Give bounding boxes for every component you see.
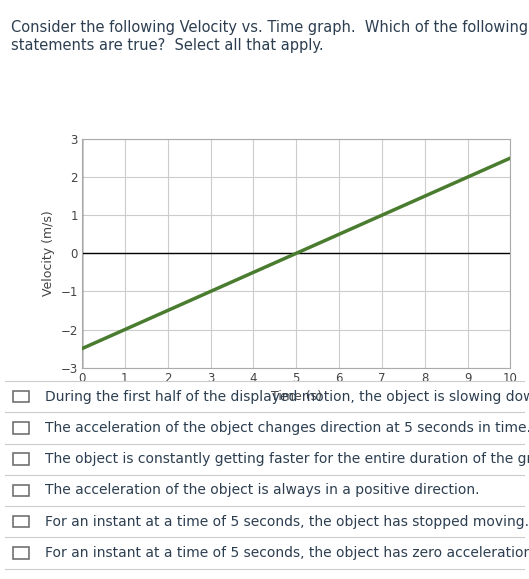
Text: For an instant at a time of 5 seconds, the object has stopped moving.: For an instant at a time of 5 seconds, t…: [45, 515, 529, 529]
Text: Consider the following Velocity vs. Time graph.  Which of the following: Consider the following Velocity vs. Time…: [11, 20, 528, 35]
Text: The acceleration of the object changes direction at 5 seconds in time.: The acceleration of the object changes d…: [45, 421, 529, 435]
Text: The object is constantly getting faster for the entire duration of the graph.: The object is constantly getting faster …: [45, 452, 529, 466]
Text: During the first half of the displayed motion, the object is slowing down.: During the first half of the displayed m…: [45, 390, 529, 404]
Text: For an instant at a time of 5 seconds, the object has zero acceleration.: For an instant at a time of 5 seconds, t…: [45, 546, 529, 560]
Text: statements are true?  Select all that apply.: statements are true? Select all that app…: [11, 38, 323, 53]
Text: The acceleration of the object is always in a positive direction.: The acceleration of the object is always…: [45, 483, 479, 497]
X-axis label: Time (s): Time (s): [271, 390, 322, 404]
Y-axis label: Velocity (m/s): Velocity (m/s): [42, 210, 55, 296]
